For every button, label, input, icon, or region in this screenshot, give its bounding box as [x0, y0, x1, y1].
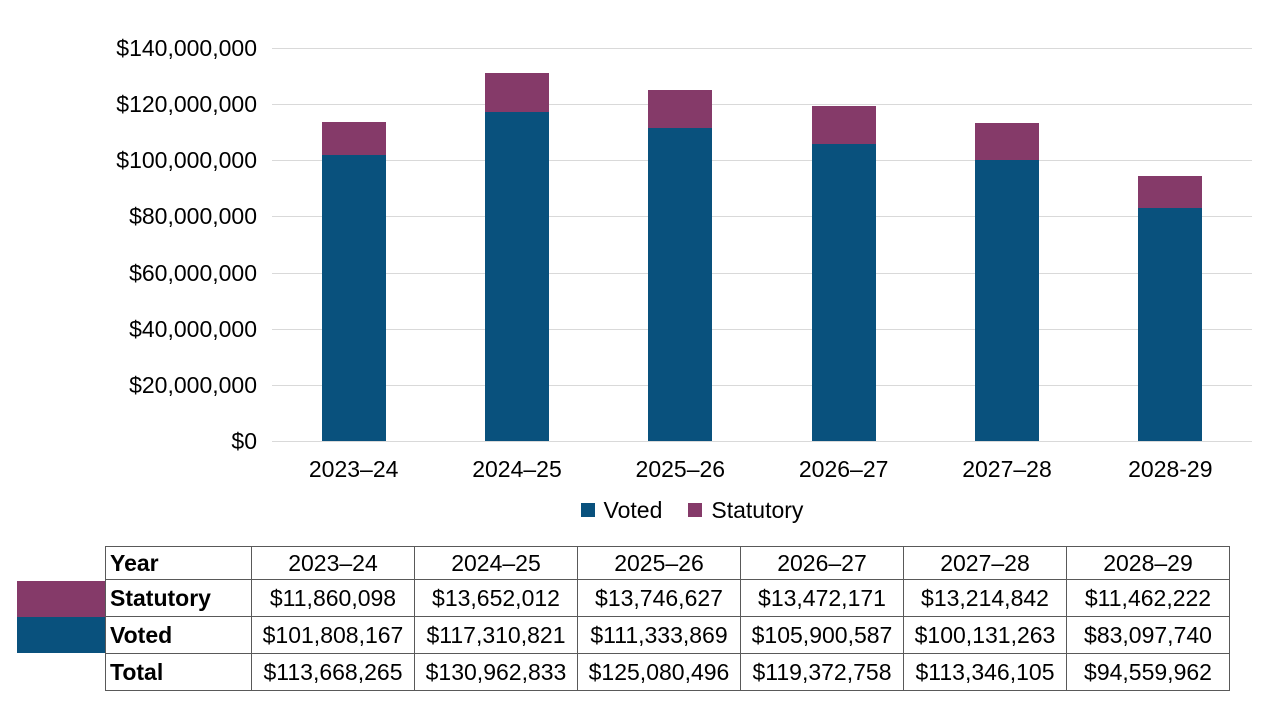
- gridline: [272, 216, 1252, 218]
- value-cell: $119,372,758: [740, 653, 904, 691]
- gridline: [272, 104, 1252, 106]
- y-tick-label: $80,000,000: [129, 203, 257, 230]
- bar-segment-statutory: [975, 122, 1039, 160]
- plot-area: [272, 48, 1252, 442]
- value-cell: $101,808,167: [251, 616, 415, 654]
- gridline: [272, 272, 1252, 274]
- legend-marker-statutory: [688, 503, 703, 517]
- bar-segment-voted: [648, 128, 713, 441]
- value-cell: $130,962,833: [414, 653, 578, 691]
- gridline: [272, 384, 1252, 386]
- legend-label: Voted: [603, 496, 663, 523]
- year-header-cell: 2024–25: [414, 546, 578, 580]
- year-header-cell: 2027–28: [903, 546, 1067, 580]
- value-cell: $13,214,842: [903, 579, 1067, 617]
- table-row-year: Year 2023–24 2024–25 2025–26 2026–27 2027–28 2…: [105, 546, 1230, 580]
- y-tick-label: $20,000,000: [129, 371, 257, 398]
- value-cell: $11,860,098: [251, 579, 415, 617]
- value-cell: $111,333,869: [577, 616, 741, 654]
- x-axis-label: 2025–26: [635, 456, 726, 482]
- gridline: [272, 441, 1252, 442]
- y-tick-label: $100,000,000: [116, 147, 257, 174]
- y-tick-label: $60,000,000: [129, 259, 257, 286]
- value-cell: $117,310,821: [414, 616, 578, 654]
- value-cell: $125,080,496: [577, 653, 741, 691]
- value-cell: $113,346,105: [903, 653, 1067, 691]
- data-table: Year 2023–24 2024–25 2025–26 2026–27 2027–28 2…: [105, 546, 1230, 691]
- value-cell: $113,668,265: [251, 653, 415, 691]
- row-label-year: Year: [105, 546, 252, 580]
- legend-item-statutory: Statutory: [688, 497, 803, 524]
- y-tick-label: $0: [231, 428, 257, 454]
- row-label-voted: Voted: [105, 616, 252, 654]
- bar-segment-voted: [485, 111, 549, 441]
- row-label-total: Total: [105, 653, 252, 691]
- bar-segment-voted: [811, 143, 876, 441]
- bar-segment-voted: [1138, 207, 1203, 441]
- x-axis-label: 2023–24: [308, 456, 399, 482]
- gridline: [272, 160, 1252, 162]
- bar-segment-voted: [321, 155, 386, 441]
- bar-segment-statutory: [1138, 175, 1203, 208]
- year-header-cell: 2028–29: [1066, 546, 1230, 580]
- value-cell: $100,131,263: [903, 616, 1067, 654]
- value-cell: $13,652,012: [414, 579, 578, 617]
- x-axis-label: 2028-29: [1128, 456, 1213, 482]
- bar-segment-statutory: [648, 89, 713, 129]
- value-cell: $11,462,222: [1066, 579, 1230, 617]
- year-header-cell: 2023–24: [251, 546, 415, 580]
- statutory-color-swatch: [17, 581, 105, 617]
- x-axis-label: 2027–28: [962, 456, 1052, 482]
- legend-item-voted: Voted: [580, 496, 663, 524]
- table-row-statutory: Statutory $11,860,098 $13,652,012 $13,746,6…: [105, 579, 1230, 617]
- gridline: [272, 328, 1252, 330]
- gridline: [272, 48, 1252, 49]
- value-cell: $83,097,740: [1066, 616, 1230, 654]
- bar-segment-statutory: [485, 73, 549, 112]
- x-axis-label: 2024–25: [472, 456, 562, 482]
- value-cell: $13,472,171: [740, 579, 904, 617]
- voted-color-swatch: [17, 617, 105, 653]
- bar-segment-statutory: [321, 121, 386, 156]
- year-header-cell: 2025–26: [577, 546, 741, 580]
- row-label-statutory: Statutory: [105, 579, 252, 617]
- bar-segment-voted: [975, 159, 1039, 441]
- table-row-voted: Voted $101,808,167 $117,310,821 $111,333,86…: [105, 616, 1230, 654]
- year-header-cell: 2026–27: [740, 546, 904, 580]
- bar-segment-statutory: [811, 105, 876, 144]
- y-tick-label: $120,000,000: [116, 91, 257, 118]
- chart-legend: Voted Statutory: [272, 495, 1112, 525]
- value-cell: $94,559,962: [1066, 653, 1230, 691]
- y-tick-label: $140,000,000: [116, 35, 257, 61]
- value-cell: $13,746,627: [577, 579, 741, 617]
- value-cell: $105,900,587: [740, 616, 904, 654]
- appropriations-stacked-bar-chart: $0 $20,000,000 $40,000,000 $60,000,000 $80,0…: [116, 35, 1252, 525]
- data-table-body: Year 2023–24 2024–25 2025–26 2026–27 2027–28 2…: [105, 546, 1230, 691]
- legend-label: Statutory: [711, 496, 804, 523]
- x-axis-label: 2026–27: [798, 456, 889, 482]
- legend-marker-voted: [580, 503, 595, 517]
- y-tick-label: $40,000,000: [129, 315, 257, 342]
- table-row-total: Total $113,668,265 $130,962,833 $125,080,49…: [105, 653, 1230, 691]
